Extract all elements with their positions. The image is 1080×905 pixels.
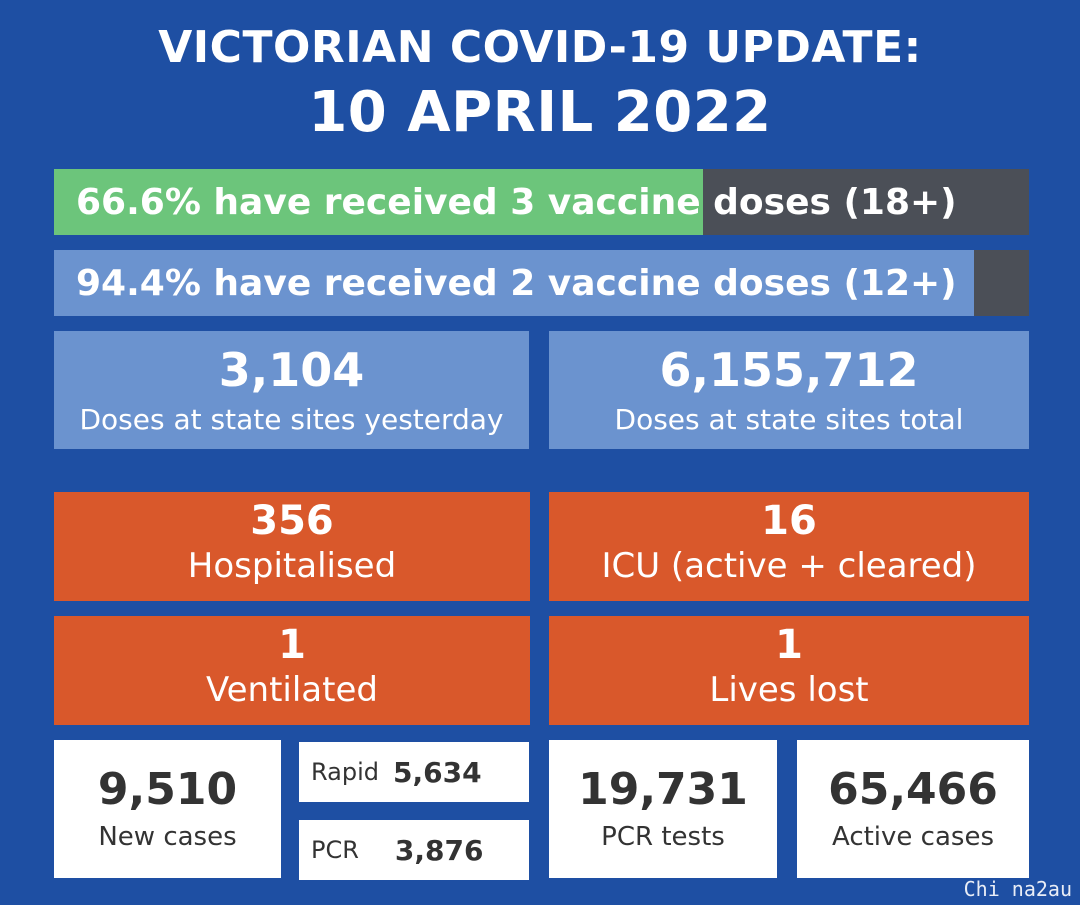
pcr-tests-label: PCR tests: [601, 822, 725, 852]
hospitalised-card: 356 Hospitalised: [54, 492, 530, 601]
ventilated-value: 1: [278, 622, 306, 668]
pcr-label: PCR: [311, 836, 359, 864]
pcr-tests-value: 19,731: [578, 764, 748, 815]
doses-yesterday-value: 3,104: [218, 343, 365, 397]
two-dose-progress-fill: [54, 250, 975, 316]
icu-card: 16 ICU (active + cleared): [549, 492, 1029, 601]
doses-yesterday-label: Doses at state sites yesterday: [79, 403, 504, 436]
ventilated-label: Ventilated: [206, 670, 378, 710]
three-dose-progress-fill: [54, 169, 704, 235]
pcr-cases-card: PCR 3,876: [299, 820, 529, 880]
three-dose-progress-bar: 66.6% have received 3 vaccine doses (18+…: [54, 169, 1029, 235]
doses-total-value: 6,155,712: [659, 343, 919, 397]
pcr-tests-card: 19,731 PCR tests: [549, 740, 777, 878]
active-cases-value: 65,466: [828, 764, 998, 815]
pcr-value: 3,876: [394, 833, 484, 867]
active-cases-card: 65,466 Active cases: [797, 740, 1029, 878]
ventilated-card: 1 Ventilated: [54, 616, 530, 725]
active-cases-label: Active cases: [831, 822, 994, 852]
icu-label: ICU (active + cleared): [601, 546, 977, 586]
new-cases-card: 9,510 New cases: [54, 740, 281, 878]
icu-value: 16: [761, 498, 817, 544]
doses-yesterday-card: 3,104 Doses at state sites yesterday: [54, 331, 529, 449]
hospitalised-value: 356: [250, 498, 334, 544]
watermark: Chi na2au: [963, 877, 1072, 901]
title-line-2: 10 APRIL 2022: [308, 80, 772, 145]
title-line-1: VICTORIAN COVID-19 UPDATE:: [158, 22, 922, 73]
new-cases-value: 9,510: [97, 764, 238, 815]
lives-lost-card: 1 Lives lost: [549, 616, 1029, 725]
three-dose-label: 66.6% have received 3 vaccine doses (18+…: [76, 181, 957, 223]
doses-total-card: 6,155,712 Doses at state sites total: [549, 331, 1029, 449]
doses-total-label: Doses at state sites total: [614, 403, 964, 436]
lives-lost-value: 1: [775, 622, 803, 668]
rapid-value: 5,634: [393, 755, 482, 789]
rapid-label: Rapid: [311, 758, 379, 786]
hospitalised-label: Hospitalised: [187, 546, 397, 586]
lives-lost-label: Lives lost: [709, 670, 869, 710]
rapid-cases-card: Rapid 5,634: [299, 742, 529, 802]
two-dose-label: 94.4% have received 2 vaccine doses (12+…: [76, 262, 957, 304]
new-cases-label: New cases: [98, 822, 237, 852]
two-dose-progress-bar: 94.4% have received 2 vaccine doses (12+…: [54, 250, 1029, 316]
